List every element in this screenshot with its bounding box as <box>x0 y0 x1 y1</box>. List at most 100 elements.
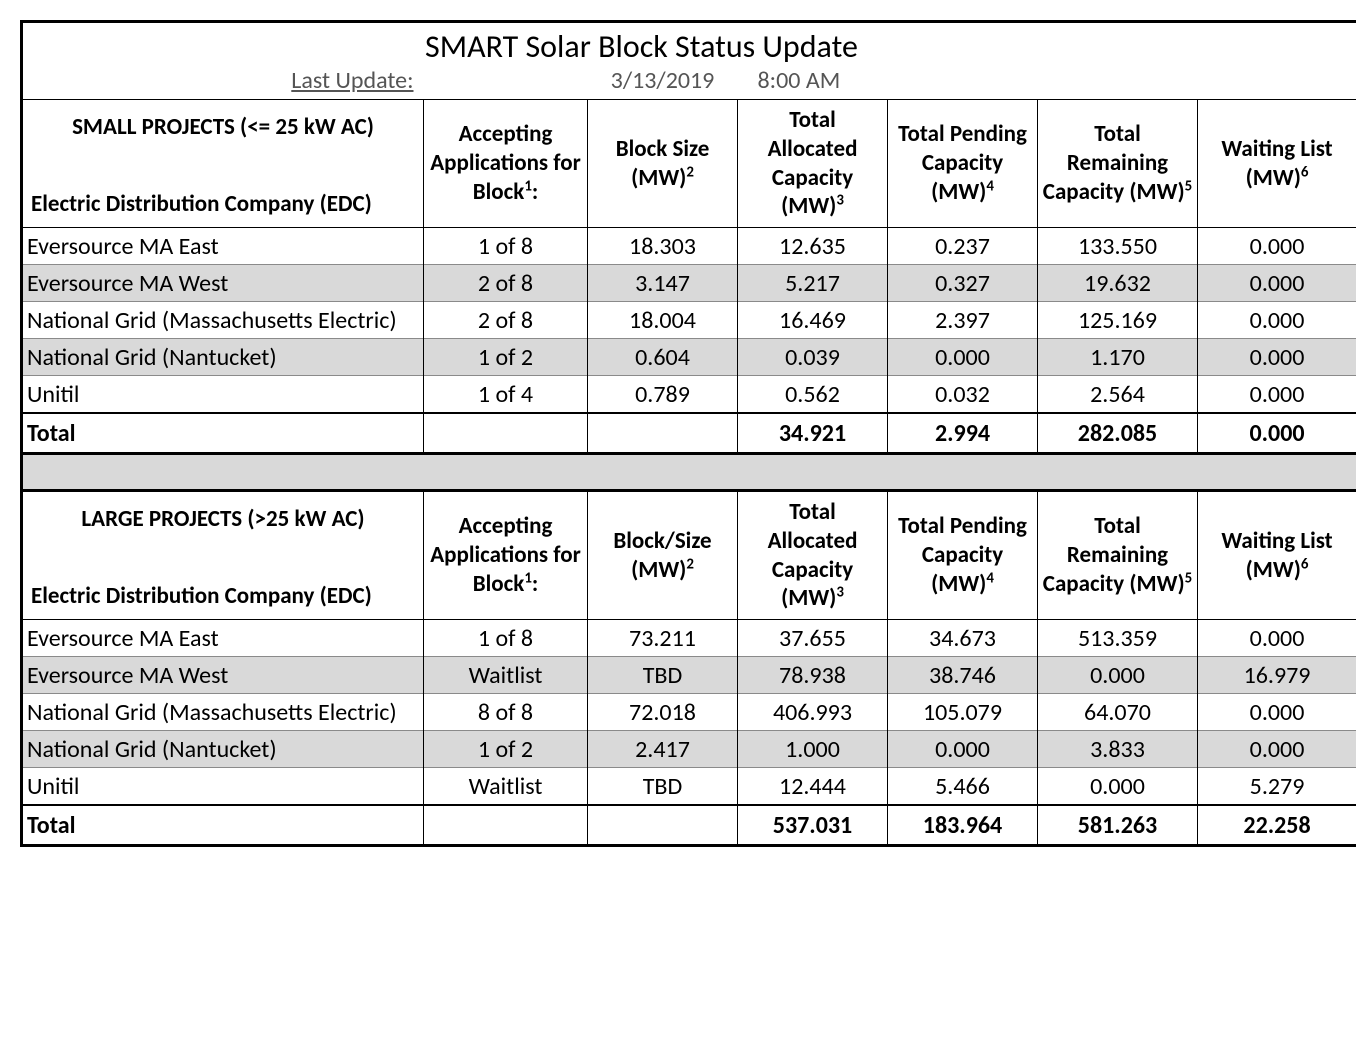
cell-waiting: 0.000 <box>1198 620 1356 657</box>
cell-allocated: 1.000 <box>738 731 888 768</box>
cell-remaining: 0.000 <box>1038 768 1198 806</box>
cell-edc: Eversource MA West <box>22 657 424 694</box>
cell-waiting: 0.000 <box>1198 376 1356 414</box>
cell-size: 3.147 <box>588 265 738 302</box>
total-allocated: 537.031 <box>738 805 888 846</box>
cell-size: 0.789 <box>588 376 738 414</box>
col-waiting: Waiting List (MW)6 <box>1198 100 1356 228</box>
table-row: National Grid (Massachusetts Electric)2 … <box>22 302 1356 339</box>
cell-allocated: 16.469 <box>738 302 888 339</box>
cell-edc: Eversource MA East <box>22 620 424 657</box>
total-remaining: 581.263 <box>1038 805 1198 846</box>
cell-edc: National Grid (Massachusetts Electric) <box>22 302 424 339</box>
col-block-size: Block Size (MW)2 <box>588 100 738 228</box>
cell-edc: Eversource MA East <box>22 228 424 265</box>
cell-edc: National Grid (Massachusetts Electric) <box>22 694 424 731</box>
col-allocated: Total Allocated Capacity (MW)3 <box>738 100 888 228</box>
cell-edc: Eversource MA West <box>22 265 424 302</box>
section-heading: SMALL PROJECTS (<= 25 kW AC) <box>27 113 419 142</box>
cell-block: 1 of 8 <box>424 620 588 657</box>
cell-allocated: 12.444 <box>738 768 888 806</box>
cell-waiting: 0.000 <box>1198 731 1356 768</box>
cell-pending: 105.079 <box>888 694 1038 731</box>
total-label: Total <box>22 805 424 846</box>
cell-block: 1 of 2 <box>424 339 588 376</box>
table-row: UnitilWaitlistTBD12.4445.4660.0005.279 <box>22 768 1356 806</box>
table-row: National Grid (Nantucket)1 of 22.4171.00… <box>22 731 1356 768</box>
cell-block: 2 of 8 <box>424 302 588 339</box>
cell-size: 73.211 <box>588 620 738 657</box>
cell-edc: Unitil <box>22 768 424 806</box>
cell-pending: 2.397 <box>888 302 1038 339</box>
cell-waiting: 0.000 <box>1198 694 1356 731</box>
col-remaining: Total Remaining Capacity (MW)5 <box>1038 100 1198 228</box>
cell-pending: 34.673 <box>888 620 1038 657</box>
table-row: Eversource MA West2 of 83.1475.2170.3271… <box>22 265 1356 302</box>
col-pending: Total Pending Capacity (MW)4 <box>888 100 1038 228</box>
cell-allocated: 5.217 <box>738 265 888 302</box>
total-allocated: 34.921 <box>738 413 888 454</box>
col-pending: Total Pending Capacity (MW)4 <box>888 491 1038 620</box>
edc-column-label: Electric Distribution Company (EDC) <box>27 582 419 611</box>
cell-allocated: 37.655 <box>738 620 888 657</box>
last-update-label: Last Update: <box>22 66 424 100</box>
cell-allocated: 12.635 <box>738 228 888 265</box>
col-allocated: Total Allocated Capacity (MW)3 <box>738 491 888 620</box>
total-pending: 2.994 <box>888 413 1038 454</box>
cell-edc: Unitil <box>22 376 424 414</box>
cell-pending: 0.237 <box>888 228 1038 265</box>
table-row: Eversource MA WestWaitlistTBD78.93838.74… <box>22 657 1356 694</box>
cell-pending: 38.746 <box>888 657 1038 694</box>
cell-size: 18.303 <box>588 228 738 265</box>
cell-block: 1 of 4 <box>424 376 588 414</box>
cell-block: 8 of 8 <box>424 694 588 731</box>
col-waiting: Waiting List (MW)6 <box>1198 491 1356 620</box>
col-accepting: Accepting Applications for Block1: <box>424 491 588 620</box>
cell-pending: 0.032 <box>888 376 1038 414</box>
cell-pending: 0.000 <box>888 339 1038 376</box>
col-remaining: Total Remaining Capacity (MW)5 <box>1038 491 1198 620</box>
cell-remaining: 513.359 <box>1038 620 1198 657</box>
cell-block: Waitlist <box>424 768 588 806</box>
cell-allocated: 0.562 <box>738 376 888 414</box>
cell-waiting: 16.979 <box>1198 657 1356 694</box>
total-remaining: 282.085 <box>1038 413 1198 454</box>
col-accepting: Accepting Applications for Block1: <box>424 100 588 228</box>
cell-remaining: 125.169 <box>1038 302 1198 339</box>
page-title: SMART Solar Block Status Update <box>425 27 1356 66</box>
last-update-date: 3/13/2019 <box>588 66 738 100</box>
col-block-size: Block/Size (MW)2 <box>588 491 738 620</box>
total-waiting: 0.000 <box>1198 413 1356 454</box>
cell-allocated: 406.993 <box>738 694 888 731</box>
cell-remaining: 0.000 <box>1038 657 1198 694</box>
last-update-time: 8:00 AM <box>738 66 888 100</box>
cell-edc: National Grid (Nantucket) <box>22 731 424 768</box>
edc-column-label: Electric Distribution Company (EDC) <box>27 190 419 219</box>
cell-size: TBD <box>588 657 738 694</box>
cell-edc: National Grid (Nantucket) <box>22 339 424 376</box>
cell-allocated: 78.938 <box>738 657 888 694</box>
cell-size: 18.004 <box>588 302 738 339</box>
cell-block: 1 of 8 <box>424 228 588 265</box>
cell-remaining: 3.833 <box>1038 731 1198 768</box>
cell-size: TBD <box>588 768 738 806</box>
cell-pending: 5.466 <box>888 768 1038 806</box>
cell-waiting: 0.000 <box>1198 228 1356 265</box>
cell-remaining: 2.564 <box>1038 376 1198 414</box>
cell-waiting: 0.000 <box>1198 302 1356 339</box>
total-label: Total <box>22 413 424 454</box>
cell-pending: 0.327 <box>888 265 1038 302</box>
total-waiting: 22.258 <box>1198 805 1356 846</box>
cell-waiting: 5.279 <box>1198 768 1356 806</box>
cell-block: 1 of 2 <box>424 731 588 768</box>
table-row: Eversource MA East1 of 818.30312.6350.23… <box>22 228 1356 265</box>
table-row: Unitil1 of 40.7890.5620.0322.5640.000 <box>22 376 1356 414</box>
cell-pending: 0.000 <box>888 731 1038 768</box>
cell-block: 2 of 8 <box>424 265 588 302</box>
cell-block: Waitlist <box>424 657 588 694</box>
cell-remaining: 133.550 <box>1038 228 1198 265</box>
table-row: National Grid (Massachusetts Electric)8 … <box>22 694 1356 731</box>
cell-size: 72.018 <box>588 694 738 731</box>
total-pending: 183.964 <box>888 805 1038 846</box>
table-row: Eversource MA East1 of 873.21137.65534.6… <box>22 620 1356 657</box>
